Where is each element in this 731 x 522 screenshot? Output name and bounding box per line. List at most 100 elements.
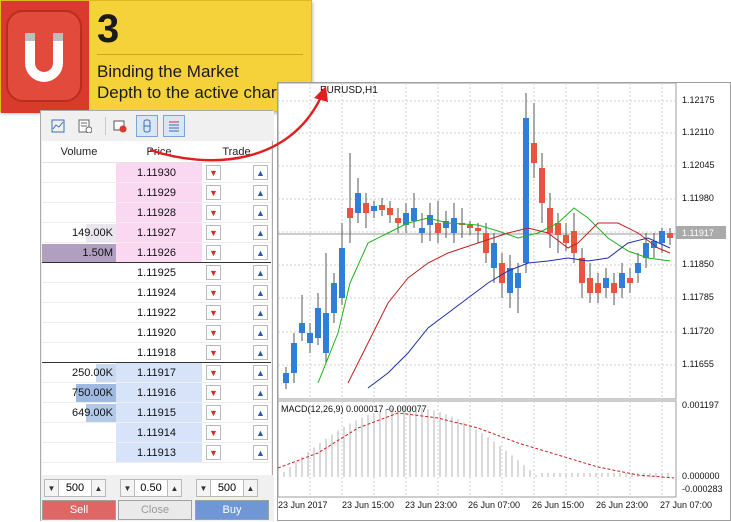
candle-body [659,231,665,243]
x-tick-label: 27 Jun 07:00 [660,500,713,510]
candle-body [547,208,553,233]
x-tick-label: 26 Jun 07:00 [468,500,521,510]
candle-body [299,323,305,333]
buy-arrow-icon[interactable]: ▲ [253,205,268,220]
chevron-down-icon[interactable]: ▼ [44,479,59,497]
macd-tick-label: -0.000283 [682,484,723,494]
list-icon[interactable] [163,115,185,137]
sell-arrow-icon[interactable]: ▼ [206,265,221,280]
sell-arrow-icon[interactable]: ▼ [206,225,221,240]
trade-cell: ▼ ▲ [202,203,271,222]
chart-icon[interactable] [47,115,69,137]
spread-separator [42,262,271,263]
price-cell: 1.11929 [116,183,202,202]
price-cell: 1.11914 [116,423,202,442]
volume-value-right[interactable]: 500 [211,479,243,497]
buy-arrow-icon[interactable]: ▲ [253,425,268,440]
price-cell: 1.11917 [116,363,202,382]
sell-arrow-icon[interactable]: ▼ [206,445,221,460]
buy-arrow-icon[interactable]: ▲ [253,445,268,460]
buy-arrow-icon[interactable]: ▲ [253,245,268,260]
buy-arrow-icon[interactable]: ▲ [253,345,268,360]
sell-arrow-icon[interactable]: ▼ [206,345,221,360]
sell-arrow-icon[interactable]: ▼ [206,205,221,220]
sell-arrow-icon[interactable]: ▼ [206,425,221,440]
trade-cell: ▼ ▲ [202,263,271,282]
buy-arrow-icon[interactable]: ▲ [253,365,268,380]
candle-body [603,278,609,288]
volume-value: 250.00K [72,366,113,379]
candle-body [667,233,673,238]
buy-arrow-icon[interactable]: ▲ [253,305,268,320]
dom-rows: 1.11930 ▼ ▲ 1.11929 ▼ ▲ 1.11928 ▼ ▲ 149.00K 1.1192… [42,163,271,463]
buy-arrow-icon[interactable]: ▲ [253,285,268,300]
candle-body [339,248,345,298]
buy-arrow-icon[interactable]: ▲ [253,225,268,240]
candle-body [507,268,513,293]
candle-body [611,283,617,293]
sell-arrow-icon[interactable]: ▼ [206,405,221,420]
volume-cell [42,163,116,182]
y-tick-label: 1.11720 [682,326,714,336]
chart-canvas[interactable] [278,83,731,522]
buy-arrow-icon[interactable]: ▲ [253,385,268,400]
dom-row: 1.50M 1.11926 ▼ ▲ [42,243,271,263]
candle-body [523,118,529,263]
close-button[interactable]: Close [118,500,192,520]
buy-arrow-icon[interactable]: ▲ [253,265,268,280]
dom-toolbar [41,111,274,141]
volume-value: 750.00K [72,386,113,399]
history-icon[interactable] [74,115,96,137]
chevron-down-icon[interactable]: ▼ [196,479,211,497]
chevron-up-icon[interactable]: ▲ [167,479,182,497]
candle-body [307,333,313,343]
buy-button[interactable]: Buy [195,500,269,520]
candle-body [467,225,473,228]
level-icon[interactable] [136,115,158,137]
dom-row: 1.11918 ▼ ▲ [42,343,271,363]
sell-arrow-icon[interactable]: ▼ [206,285,221,300]
candle-body [363,203,369,213]
candle-body [443,221,449,228]
bind-chart-icon[interactable] [109,115,131,137]
candle-body [643,243,649,258]
volume-value: 1.50M [82,246,113,259]
step-number: 3 [97,7,120,51]
x-tick-label: 23 Jun 2017 [278,500,328,510]
sell-arrow-icon[interactable]: ▼ [206,165,221,180]
volume-value-left[interactable]: 500 [59,479,91,497]
lot-stepper[interactable]: ▼ 0.50 ▲ [120,479,182,497]
y-tick-label: 1.11655 [682,359,714,369]
chevron-up-icon[interactable]: ▲ [91,479,106,497]
sell-arrow-icon[interactable]: ▼ [206,365,221,380]
price-chart[interactable]: EURUSD,H1 MACD(12,26,9) 0.000017 -0.0000… [277,82,731,521]
candle-body [491,243,497,268]
dom-row: 1.11930 ▼ ▲ [42,163,271,183]
buy-arrow-icon[interactable]: ▲ [253,165,268,180]
trade-cell: ▼ ▲ [202,283,271,302]
buy-arrow-icon[interactable]: ▲ [253,405,268,420]
trade-cell: ▼ ▲ [202,243,271,262]
sell-arrow-icon[interactable]: ▼ [206,325,221,340]
buy-arrow-icon[interactable]: ▲ [253,185,268,200]
candle-body [355,193,361,213]
candle-body [563,235,569,243]
divider [97,54,303,55]
dom-table: Volume Price Trade 1.11930 ▼ ▲ 1.11929 ▼ ▲ 1.1… [42,141,271,475]
trade-cell: ▼ ▲ [202,403,271,422]
volume-stepper-right[interactable]: ▼ 500 ▲ [196,479,258,497]
volume-stepper-left[interactable]: ▼ 500 ▲ [44,479,106,497]
chevron-down-icon[interactable]: ▼ [120,479,135,497]
candle-body [555,223,561,235]
sell-button[interactable]: Sell [42,500,116,520]
buy-arrow-icon[interactable]: ▲ [253,325,268,340]
lot-value[interactable]: 0.50 [135,479,167,497]
sell-arrow-icon[interactable]: ▼ [206,385,221,400]
sell-arrow-icon[interactable]: ▼ [206,245,221,260]
volume-cell [42,303,116,322]
chevron-up-icon[interactable]: ▲ [243,479,258,497]
sell-arrow-icon[interactable]: ▼ [206,305,221,320]
candle-body [387,208,393,215]
dom-row: 1.11925 ▼ ▲ [42,263,271,283]
sell-arrow-icon[interactable]: ▼ [206,185,221,200]
